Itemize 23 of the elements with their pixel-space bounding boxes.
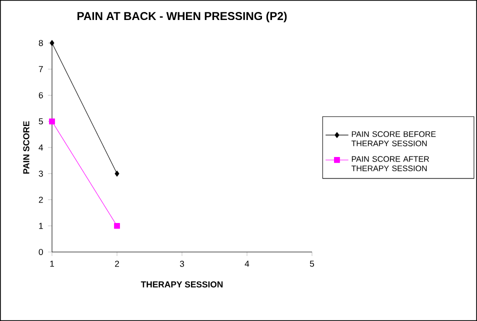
x-tick-label: 1 (50, 260, 54, 267)
y-tick-label: 4 (38, 144, 44, 150)
y-axis-title: PAIN SCORE (23, 121, 30, 174)
y-tick-label: 1 (39, 222, 43, 229)
x-tick-label: 2 (115, 260, 119, 267)
y-tick-label: 7 (38, 66, 43, 72)
x-tick-label: 3 (180, 260, 184, 267)
chart-title: PAIN AT BACK - WHEN PRESSING (P2) (77, 12, 287, 22)
point (114, 222, 120, 229)
x-tick-label: 5 (310, 260, 314, 267)
y-tick-label: 2 (38, 196, 43, 203)
y-tick-label: 6 (38, 92, 43, 98)
y-tick-label: 0 (38, 248, 43, 256)
y-tick-label: 8 (38, 40, 43, 46)
point (50, 40, 54, 46)
legend-label: PAIN SCORE BEFORE THERAPY SESSION (351, 131, 436, 146)
y-tick-label: 5 (38, 118, 43, 124)
legend-label: PAIN SCORE AFTER THERAPY SESSION (351, 156, 430, 172)
x-tick-label: 4 (244, 260, 250, 267)
point (49, 118, 55, 124)
point (114, 170, 120, 177)
y-tick-label: 3 (38, 170, 43, 177)
x-axis-title: THERAPY SESSION (140, 281, 223, 288)
